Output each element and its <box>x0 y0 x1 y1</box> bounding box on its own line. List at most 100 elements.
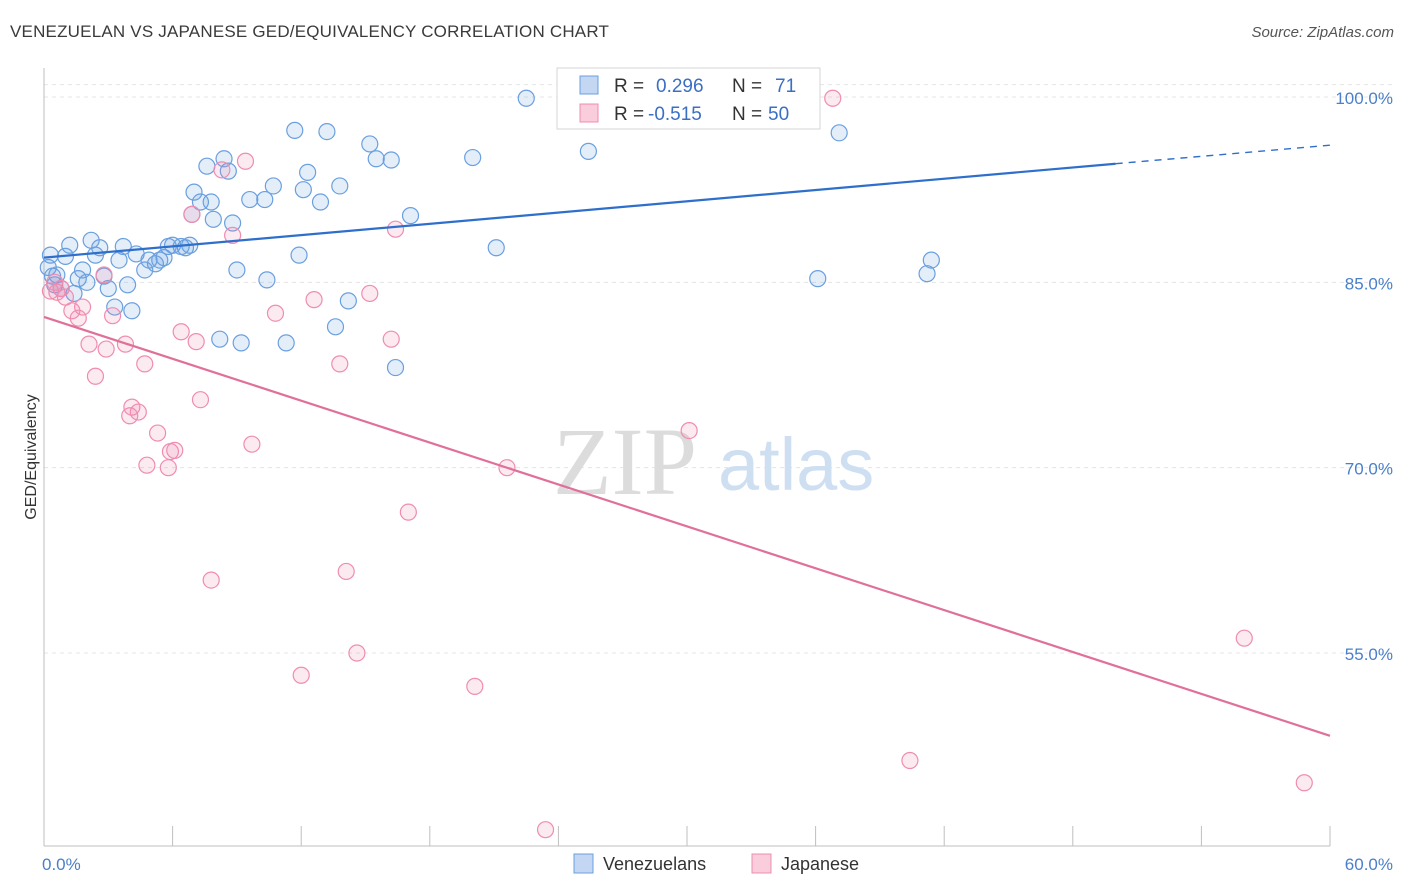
bottom-legend-label-japanese: Japanese <box>781 854 859 874</box>
watermark-atlas: atlas <box>718 423 874 506</box>
japanese-point-31 <box>266 304 285 322</box>
venezuelans-point-11 <box>78 273 96 291</box>
legend-box <box>556 67 821 130</box>
legend-n-value-2: 50 <box>768 104 789 125</box>
venezuelans-point-1 <box>41 246 60 264</box>
y-axis-label: GED/Equivalency <box>23 394 40 519</box>
japanese-point-30 <box>243 435 261 453</box>
venezuelans-point-41 <box>219 162 237 180</box>
japanese-point-34 <box>331 355 349 373</box>
source-label: Source: ZipAtlas.com <box>1251 24 1394 41</box>
bottom-legend-swatch-japanese <box>751 853 772 874</box>
japanese-point-27 <box>213 161 231 179</box>
legend-r-label-2: R = <box>614 104 644 125</box>
legend: R = 0.296 N = 71 R = -0.515 N = 50 <box>556 67 821 130</box>
japanese-point-15 <box>129 403 147 421</box>
venezuelans-point-45 <box>241 190 259 209</box>
japanese-point-22 <box>172 323 190 341</box>
x-tick-label-0: 0.0% <box>42 855 81 874</box>
japanese-point-10 <box>97 340 115 358</box>
japanese-point-44 <box>680 422 698 440</box>
venezuelans-point-55 <box>318 122 336 141</box>
venezuelans-point-21 <box>123 302 141 320</box>
japanese-point-24 <box>187 333 205 351</box>
legend-swatch-venezuelans <box>579 75 599 95</box>
venezuelans-point-52 <box>294 181 312 199</box>
japanese-point-33 <box>305 291 323 309</box>
gridlines <box>44 84 1392 654</box>
venezuelans-trendline-extension <box>1115 144 1331 165</box>
venezuelans-point-54 <box>311 193 330 211</box>
venezuelans-point-53 <box>299 163 317 181</box>
venezuelans-point-16 <box>99 279 117 298</box>
legend-n-label-1: N = <box>732 76 762 97</box>
legend-swatch-japanese <box>579 103 599 123</box>
venezuelans-point-46 <box>256 190 274 209</box>
venezuelans-point-68 <box>809 270 827 288</box>
venezuelans-point-9 <box>69 270 87 288</box>
japanese-point-38 <box>382 330 400 348</box>
venezuelans-point-42 <box>224 214 242 232</box>
venezuelans-point-70 <box>918 265 936 283</box>
legend-r-label-1: R = <box>614 76 644 97</box>
japanese-point-9 <box>95 266 113 284</box>
venezuelans-point-27 <box>155 249 173 267</box>
venezuelans-point-60 <box>367 150 385 168</box>
japanese-point-46 <box>901 751 919 770</box>
venezuelans-point-67 <box>579 142 598 160</box>
japanese-point-35 <box>337 562 355 581</box>
japanese-point-0 <box>41 282 60 300</box>
venezuelans-point-47 <box>258 271 276 289</box>
japanese-point-28 <box>224 226 242 244</box>
venezuelans-point-57 <box>331 177 349 195</box>
venezuelans-point-20 <box>118 276 137 294</box>
venezuelans-point-61 <box>382 151 400 169</box>
venezuelans-point-39 <box>211 330 229 348</box>
japanese-point-16 <box>136 355 154 373</box>
legend-n-value-1: 71 <box>775 76 796 97</box>
venezuelans-point-50 <box>286 121 304 139</box>
series-japanese-points <box>41 89 1313 839</box>
japanese-point-43 <box>536 821 555 839</box>
y-tick-label-1: 85.0% <box>1345 274 1393 293</box>
japanese-point-5 <box>69 309 87 327</box>
venezuelans-point-7 <box>61 236 79 254</box>
chart-title: VENEZUELAN VS JAPANESE GED/EQUIVALENCY C… <box>10 22 610 41</box>
x-axis-ticks <box>43 826 1331 846</box>
y-axis-tick-labels: 100.0% 85.0% 70.0% 55.0% <box>1335 89 1393 664</box>
venezuelans-point-59 <box>361 135 379 153</box>
legend-r-value-2: -0.515 <box>648 104 702 125</box>
venezuelans-point-65 <box>487 239 505 257</box>
legend-r-value-1: 0.296 <box>656 76 704 97</box>
venezuelans-point-71 <box>922 251 940 269</box>
venezuelans-point-62 <box>386 358 405 377</box>
venezuelans-point-34 <box>185 183 203 201</box>
venezuelans-point-44 <box>232 334 250 352</box>
japanese-point-26 <box>202 571 220 589</box>
venezuelans-point-49 <box>277 334 295 352</box>
venezuelans-point-48 <box>264 177 282 195</box>
japanese-point-36 <box>348 644 366 662</box>
bottom-legend-swatch-venezuelans <box>573 853 594 874</box>
japanese-point-47 <box>1235 629 1253 647</box>
x-axis-tick-labels: 0.0% 60.0% <box>42 855 1393 874</box>
venezuelans-point-63 <box>401 207 420 225</box>
y-tick-label-3: 55.0% <box>1345 645 1393 664</box>
japanese-trendline <box>43 315 1331 737</box>
venezuelans-point-23 <box>136 261 154 279</box>
venezuelans-point-69 <box>830 124 848 142</box>
trendlines <box>43 144 1331 737</box>
japanese-point-29 <box>236 152 255 170</box>
venezuelans-trendline <box>43 162 1116 259</box>
japanese-point-32 <box>292 666 310 684</box>
japanese-point-39 <box>386 220 405 238</box>
x-tick-label-1: 60.0% <box>1345 855 1393 874</box>
japanese-point-21 <box>166 441 184 459</box>
bottom-legend: Venezuelans Japanese <box>573 853 859 874</box>
japanese-point-45 <box>824 89 842 107</box>
japanese-point-19 <box>159 459 177 477</box>
japanese-point-6 <box>73 298 92 316</box>
japanese-point-40 <box>399 503 417 521</box>
venezuelans-point-56 <box>326 318 345 336</box>
